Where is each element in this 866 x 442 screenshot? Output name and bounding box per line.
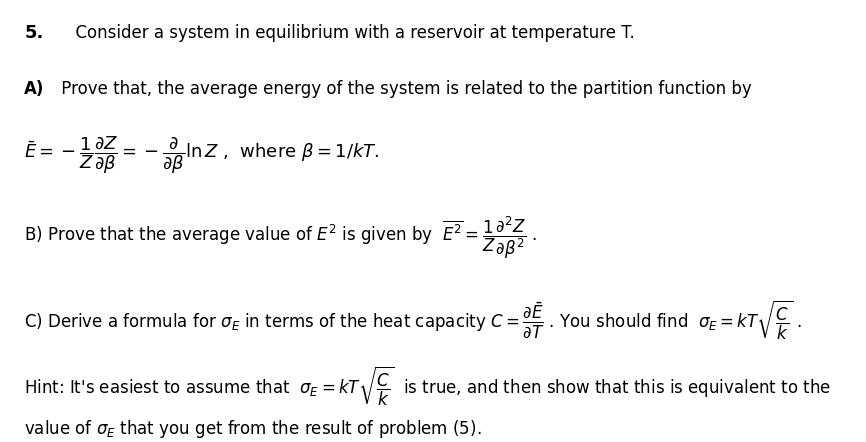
Text: A): A) xyxy=(24,80,45,98)
Text: Consider a system in equilibrium with a reservoir at temperature T.: Consider a system in equilibrium with a … xyxy=(65,24,635,42)
Text: 5.: 5. xyxy=(24,24,43,42)
Text: $\bar{E} = -\dfrac{1}{Z}\dfrac{\partial Z}{\partial \beta} = -\dfrac{\partial}{\: $\bar{E} = -\dfrac{1}{Z}\dfrac{\partial … xyxy=(24,135,380,176)
Text: B) Prove that the average value of $E^2$ is given by  $\overline{E^2} = \dfrac{1: B) Prove that the average value of $E^2$… xyxy=(24,214,537,261)
Text: Hint: It's easiest to assume that  $\sigma_E = kT\sqrt{\dfrac{C}{k}}$  is true, : Hint: It's easiest to assume that $\sigm… xyxy=(24,365,831,408)
Text: Prove that, the average energy of the system is related to the partition functio: Prove that, the average energy of the sy… xyxy=(56,80,752,98)
Text: C) Derive a formula for $\sigma_E$ in terms of the heat capacity $C = \dfrac{\pa: C) Derive a formula for $\sigma_E$ in te… xyxy=(24,298,802,342)
Text: value of $\sigma_E$ that you get from the result of problem (5).: value of $\sigma_E$ that you get from th… xyxy=(24,418,481,440)
